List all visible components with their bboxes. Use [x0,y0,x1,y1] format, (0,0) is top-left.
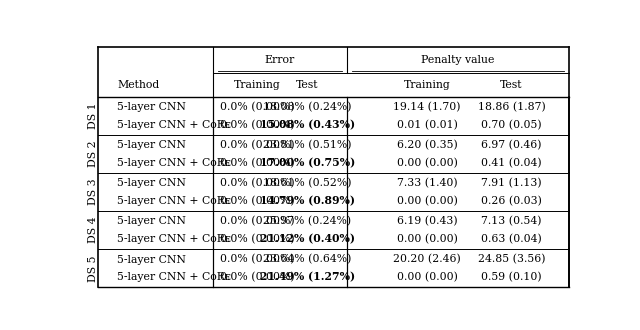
Text: 17.00% (0.75%): 17.00% (0.75%) [260,157,355,168]
Text: Penalty value: Penalty value [421,55,494,65]
Text: 18.86 (1.87): 18.86 (1.87) [477,102,545,112]
Text: 0.59 (0.10): 0.59 (0.10) [481,272,542,282]
Text: DS 1: DS 1 [88,103,99,129]
Text: 0.0% (0.00%): 0.0% (0.00%) [220,196,295,206]
Text: 19.14 (1.70): 19.14 (1.70) [394,102,461,112]
Text: 0.0% (0.00%): 0.0% (0.00%) [220,216,295,227]
Text: 5-layer CNN: 5-layer CNN [117,254,186,265]
Text: 5-layer CNN + CᴏRᴇ: 5-layer CNN + CᴏRᴇ [117,272,231,282]
Text: 7.91 (1.13): 7.91 (1.13) [481,178,542,188]
Text: 0.00 (0.00): 0.00 (0.00) [397,157,458,168]
Text: 0.0% (0.00%): 0.0% (0.00%) [220,157,295,168]
Text: 5-layer CNN + CᴏRᴇ: 5-layer CNN + CᴏRᴇ [117,234,231,244]
Text: 21.12% (0.40%): 21.12% (0.40%) [260,233,355,245]
Text: 24.85 (3.56): 24.85 (3.56) [478,254,545,265]
Text: 5-layer CNN + CᴏRᴇ: 5-layer CNN + CᴏRᴇ [117,119,231,130]
Text: 5-layer CNN: 5-layer CNN [117,178,186,188]
Text: 0.0% (0.00%): 0.0% (0.00%) [220,272,295,282]
Text: DS 5: DS 5 [88,255,99,281]
Text: 23.64% (0.64%): 23.64% (0.64%) [263,254,351,265]
Text: 0.0% (0.00%): 0.0% (0.00%) [220,234,295,244]
Text: 18.08% (0.24%): 18.08% (0.24%) [263,102,351,112]
Text: 5-layer CNN: 5-layer CNN [117,140,186,150]
Text: 0.0% (0.00%): 0.0% (0.00%) [220,140,295,150]
Text: DS 2: DS 2 [88,141,99,167]
Text: 7.33 (1.40): 7.33 (1.40) [397,178,458,188]
Text: Training: Training [234,80,281,90]
Text: 20.20 (2.46): 20.20 (2.46) [394,254,461,265]
Text: Error: Error [265,55,295,65]
Text: 23.81% (0.51%): 23.81% (0.51%) [263,140,351,150]
Text: 0.00 (0.00): 0.00 (0.00) [397,234,458,244]
Text: 5-layer CNN + CᴏRᴇ: 5-layer CNN + CᴏRᴇ [117,158,231,168]
Text: 0.01 (0.01): 0.01 (0.01) [397,119,458,130]
Text: 14.79% (0.89%): 14.79% (0.89%) [260,195,355,206]
Text: 0.0% (0.00%): 0.0% (0.00%) [220,178,295,188]
Text: Training: Training [404,80,451,90]
Text: 0.00 (0.00): 0.00 (0.00) [397,196,458,206]
Text: 5-layer CNN: 5-layer CNN [117,102,186,112]
Text: 0.0% (0.00%): 0.0% (0.00%) [220,102,295,112]
Text: 25.97% (0.24%): 25.97% (0.24%) [263,216,351,227]
Text: 6.97 (0.46): 6.97 (0.46) [481,140,542,150]
Text: 15.08% (0.43%): 15.08% (0.43%) [260,119,355,130]
Text: 6.20 (0.35): 6.20 (0.35) [397,140,458,150]
Text: 0.63 (0.04): 0.63 (0.04) [481,234,542,244]
Text: Method: Method [117,80,159,90]
Text: Test: Test [296,80,319,90]
Text: 0.0% (0.00%): 0.0% (0.00%) [220,119,295,130]
Text: 0.00 (0.00): 0.00 (0.00) [397,272,458,282]
Text: 0.0% (0.00%): 0.0% (0.00%) [220,254,295,265]
Text: 0.41 (0.04): 0.41 (0.04) [481,157,542,168]
Text: 6.19 (0.43): 6.19 (0.43) [397,216,458,227]
Text: Test: Test [500,80,523,90]
Text: 18.61% (0.52%): 18.61% (0.52%) [263,178,351,188]
Text: DS 4: DS 4 [88,217,99,244]
Text: 5-layer CNN + CᴏRᴇ: 5-layer CNN + CᴏRᴇ [117,196,231,206]
Text: DS 3: DS 3 [88,179,99,205]
Text: 7.13 (0.54): 7.13 (0.54) [481,216,542,227]
Text: 21.49% (1.27%): 21.49% (1.27%) [260,272,355,282]
Text: 5-layer CNN: 5-layer CNN [117,216,186,226]
Text: 0.26 (0.03): 0.26 (0.03) [481,196,542,206]
Text: 0.70 (0.05): 0.70 (0.05) [481,119,542,130]
